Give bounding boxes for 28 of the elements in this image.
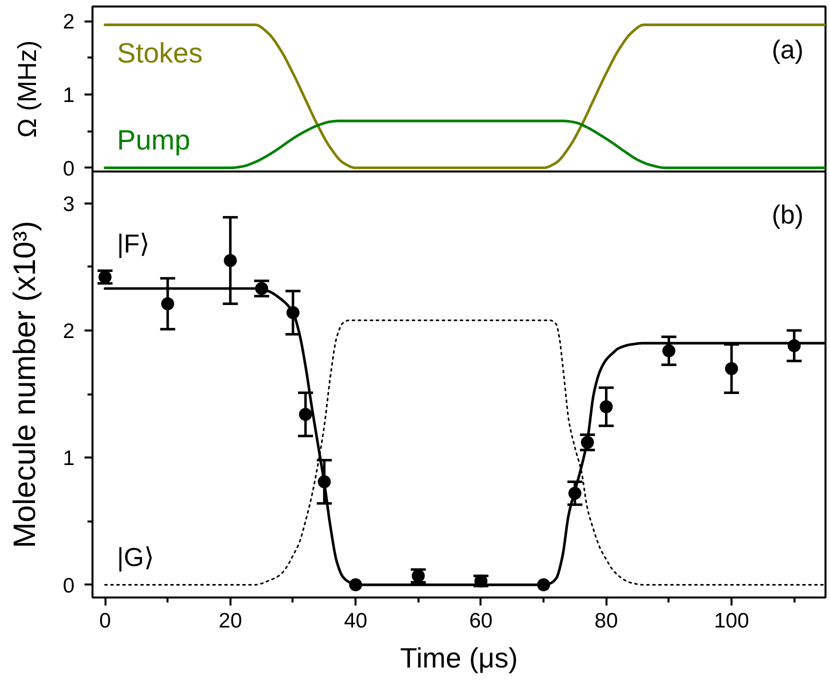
point (161, 297, 174, 310)
x-tick-label: 0 (99, 610, 111, 632)
series-label: Stokes (117, 37, 203, 68)
y-axis-title: Molecule number (x10³) (6, 220, 42, 548)
x-tick-label: 40 (344, 610, 368, 632)
point (224, 254, 237, 268)
y-tick-label: 2 (62, 320, 75, 343)
y-tick-label: 0 (62, 574, 75, 598)
x-tick-label: 60 (469, 610, 493, 632)
point (662, 344, 676, 358)
y-axis-title: Ω (MHz) (12, 40, 42, 138)
point (299, 408, 312, 421)
y-tick-label: 3 (62, 192, 75, 216)
point (600, 400, 613, 414)
x-tick-label: 100 (714, 610, 750, 632)
y-tick-label: 1 (62, 84, 75, 107)
y-tick-label: 2 (62, 10, 75, 34)
x-tick-label: 80 (594, 610, 618, 632)
point (725, 362, 738, 376)
x-tick-label: 20 (218, 610, 242, 632)
series-label: |F⟩ (117, 228, 150, 258)
x-axis-title: Time (μs) (400, 642, 518, 674)
series-label: Pump (117, 124, 190, 156)
y-tick-label: 0 (62, 157, 75, 180)
y-tick-label: 1 (62, 447, 75, 470)
annotation: (b) (772, 200, 804, 230)
annotation: (a) (772, 34, 804, 64)
series-label: |G⟩ (117, 542, 154, 572)
